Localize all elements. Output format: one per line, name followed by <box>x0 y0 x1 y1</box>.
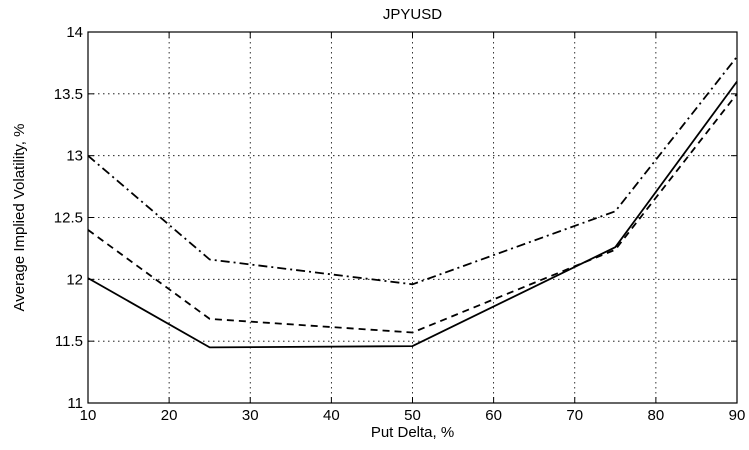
x-tick-label: 60 <box>485 407 502 424</box>
y-tick-labels: 11 11.5 12 12.5 13 13.5 14 <box>54 24 83 412</box>
x-tick-label: 20 <box>161 407 178 424</box>
chart-title: JPYUSD <box>383 6 442 23</box>
x-tick-labels: 10 20 30 40 50 60 70 80 90 <box>80 407 746 424</box>
x-tick-label: 40 <box>323 407 340 424</box>
y-tick-label: 12 <box>66 271 83 288</box>
grid-layer <box>88 32 737 403</box>
x-tick-label: 50 <box>404 407 421 424</box>
x-tick-label: 90 <box>729 407 746 424</box>
x-tick-label: 80 <box>648 407 665 424</box>
series-layer <box>87 56 738 349</box>
series-line-solid <box>87 80 738 349</box>
series-line-dashed <box>87 93 738 334</box>
x-tick-label: 30 <box>242 407 259 424</box>
x-axis-label: Put Delta, % <box>371 424 454 441</box>
y-tick-label: 13 <box>66 148 83 165</box>
x-tick-label: 10 <box>80 407 97 424</box>
x-tick-label: 70 <box>566 407 583 424</box>
y-tick-label: 14 <box>66 24 83 41</box>
tick-layer <box>87 31 738 404</box>
series-line-dashdot <box>87 56 738 286</box>
y-tick-label: 12.5 <box>54 210 83 227</box>
y-tick-label: 11 <box>67 395 83 412</box>
y-axis-label: Average Implied Volatility, % <box>11 124 28 312</box>
y-tick-label: 13.5 <box>54 86 83 103</box>
y-tick-label: 11.5 <box>55 333 83 350</box>
